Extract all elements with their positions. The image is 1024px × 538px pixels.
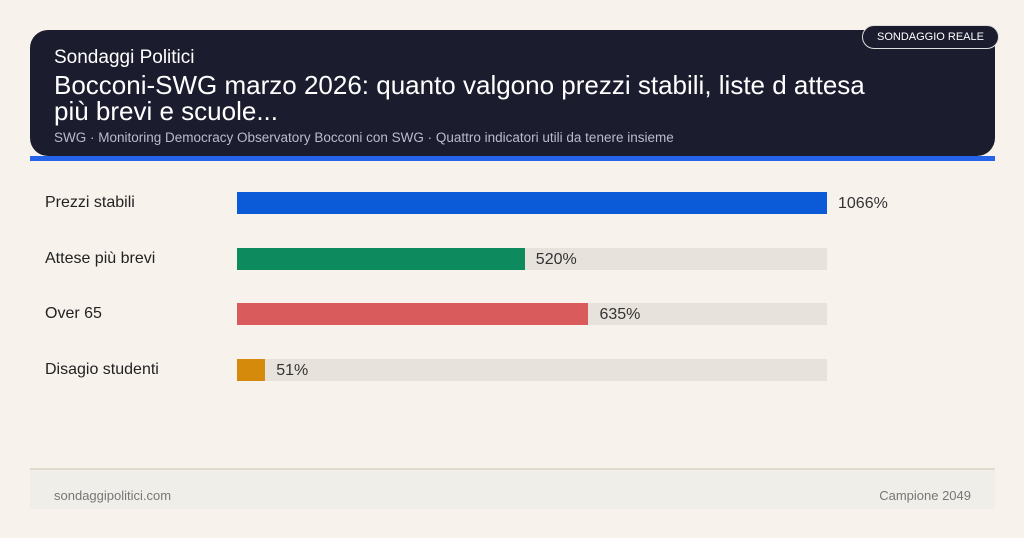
bar-label: Disagio studenti (45, 360, 159, 378)
bar-track (237, 303, 827, 325)
bar-label: Over 65 (45, 305, 102, 322)
bar (237, 192, 827, 214)
bar-value-label: 1066% (838, 195, 888, 212)
bar-label: Prezzi stabili (45, 194, 135, 211)
bar-label: Attese più brevi (45, 249, 156, 267)
bar (237, 303, 589, 325)
bar-row: Attese più brevi 520% (0, 247, 1024, 270)
footer-sample: Campione 2049 (879, 488, 971, 503)
header-accent-line (30, 156, 995, 161)
bar-track (237, 358, 827, 381)
bar-value-label: 520% (535, 250, 577, 268)
status-badge: SONDAGGIO REALE (862, 25, 999, 49)
subtitle: SWG · Monitoring Democracy Observatory B… (54, 130, 674, 145)
bar-value-label: 51% (276, 361, 309, 379)
bar-value-label: 635% (599, 306, 641, 323)
footer-site: sondaggipolitici.com (54, 488, 172, 503)
bar-row: Over 65 635% (0, 303, 1024, 325)
bar (237, 358, 266, 381)
bar-track (237, 247, 827, 270)
bar-track (237, 192, 827, 214)
bar-row: Prezzi stabili 1066% (0, 192, 1024, 214)
header-panel (30, 30, 995, 156)
bar (237, 247, 525, 270)
bar-row: Disagio studenti 51% (0, 358, 1024, 381)
brand-name: Sondaggi Politici (54, 47, 195, 68)
footer: sondaggipolitici.com Campione 2049 (30, 468, 995, 509)
page-title: Bocconi-SWG marzo 2026: quanto valgono p… (54, 70, 865, 126)
